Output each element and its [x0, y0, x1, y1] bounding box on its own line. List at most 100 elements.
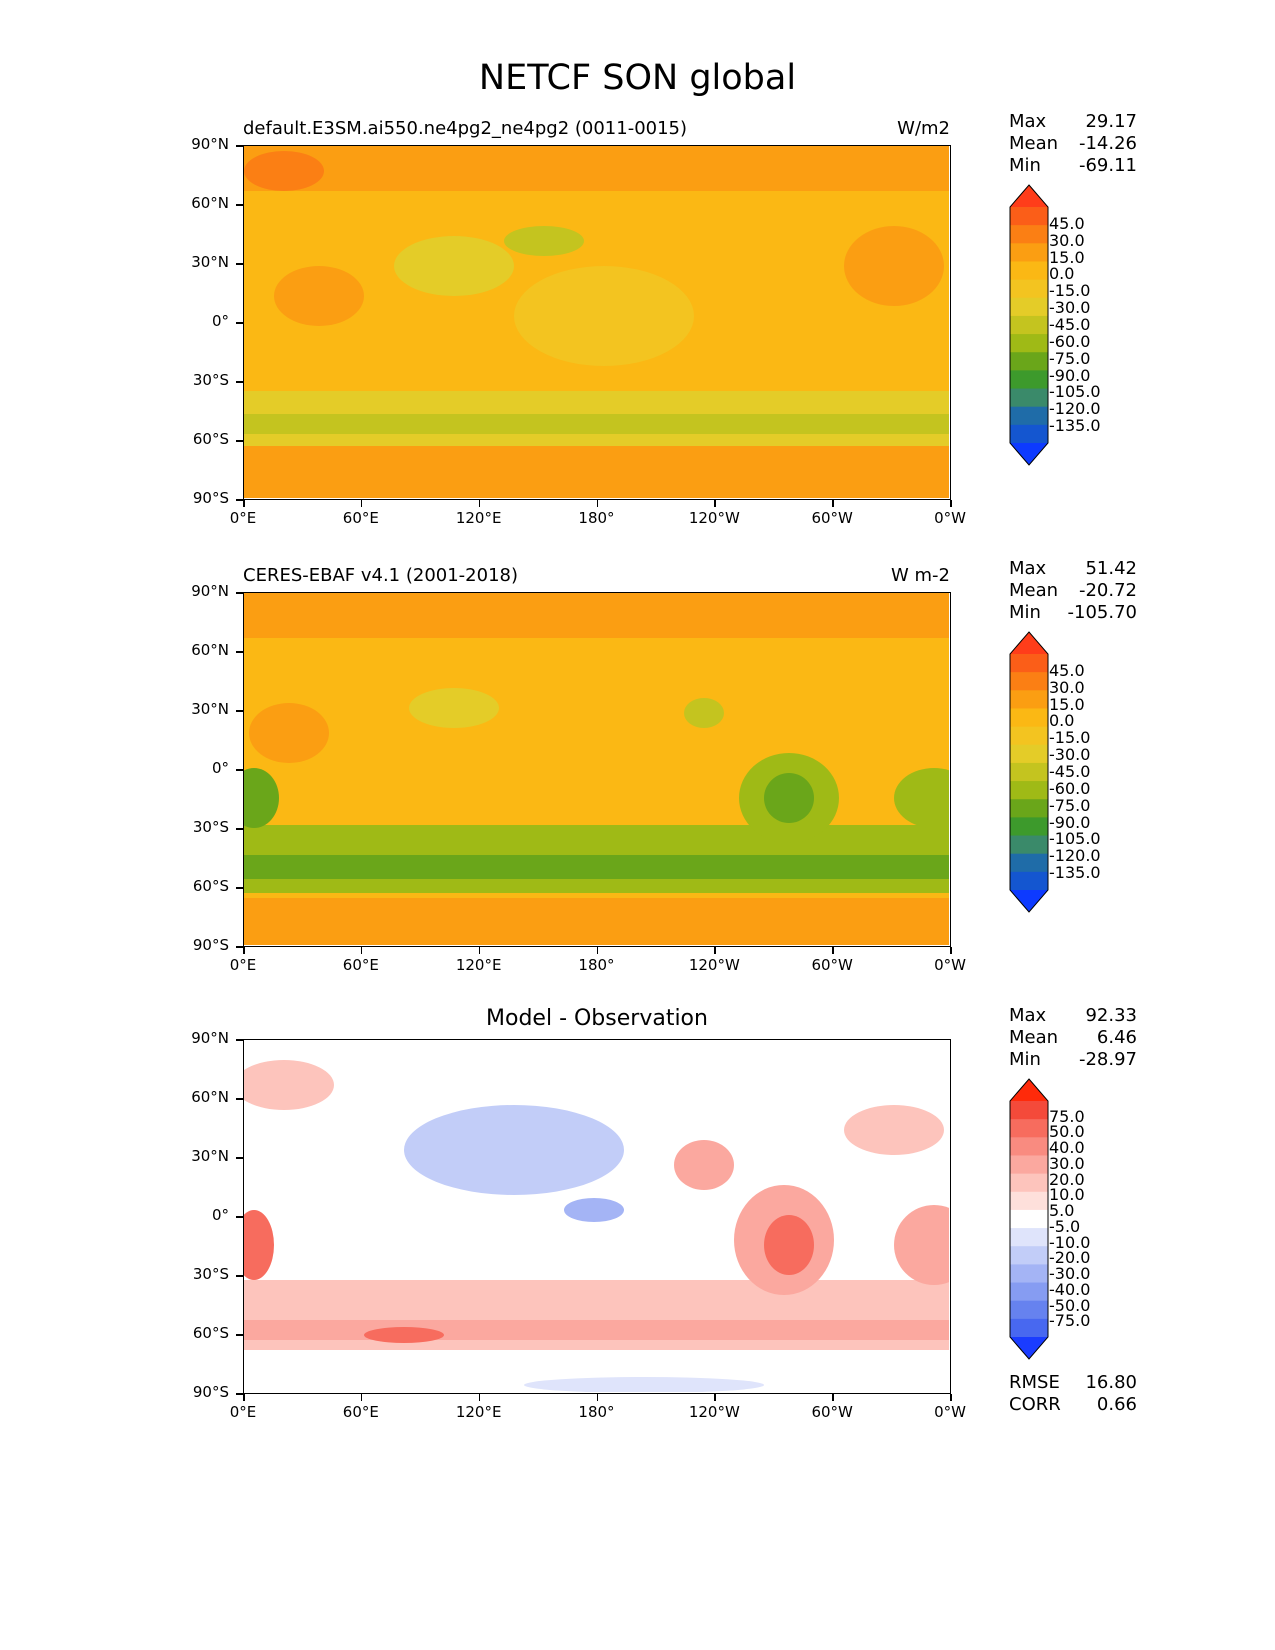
- panel1-field-eastasia: [394, 236, 514, 296]
- panel1-colorbar-label: -15.0: [1049, 281, 1091, 301]
- panel1-colorbar-label: 0.0: [1049, 264, 1075, 284]
- panel1-ytick-mark: [236, 381, 243, 383]
- panel2-min-value: -105.70: [1067, 602, 1137, 623]
- colorbar-segment: [1010, 1282, 1048, 1302]
- panel1-xtick-label: 60°W: [811, 509, 853, 527]
- panel2-map: [243, 592, 951, 947]
- panel2-colorbar-label: -75.0: [1049, 795, 1091, 815]
- panel2-field-antarctic: [244, 898, 949, 945]
- panel1-field-europe: [244, 151, 324, 191]
- panel1-colorbar-label: -105.0: [1049, 382, 1101, 402]
- panel3-xtick-label: 0°W: [934, 1403, 966, 1421]
- panel3-min-label: Min: [1009, 1049, 1041, 1070]
- panel2-xtick-mark: [596, 947, 598, 954]
- panel3-xtick-mark: [360, 1394, 363, 1401]
- panel2-ytick-label: 30°S: [192, 818, 229, 836]
- panel2-colorbar-label: 30.0: [1049, 677, 1085, 697]
- panel2-field-sahara: [249, 703, 329, 763]
- panel3-ytick-label: 60°N: [191, 1088, 229, 1106]
- panel1-ytick-mark: [236, 263, 243, 265]
- panel2-ytick-mark: [236, 887, 243, 889]
- colorbar-segment: [1010, 370, 1048, 390]
- colorbar-segment: [1010, 279, 1048, 299]
- colorbar-extend-bottom: [1010, 1337, 1048, 1359]
- panel1-colorbar-label: -135.0: [1049, 416, 1101, 436]
- colorbar-segment: [1010, 243, 1048, 262]
- panel3-mean-label: Mean: [1009, 1027, 1059, 1048]
- panel2-colorbar-svg: [1009, 631, 1049, 913]
- panel3-title: Model - Observation: [486, 1006, 708, 1031]
- panel2-colorbar-label: 45.0: [1049, 660, 1085, 680]
- panel2-title-right: W m-2: [890, 565, 950, 586]
- panel1-min-value: -69.11: [1078, 155, 1137, 176]
- panel2-xtick-label: 180°: [578, 956, 615, 974]
- panel3-colorbar-label: -30.0: [1049, 1264, 1091, 1284]
- panel3-colorbar-label: 10.0: [1049, 1185, 1085, 1205]
- panel3-field-california: [674, 1140, 734, 1190]
- panel3-ytick-label: 90°S: [192, 1383, 229, 1401]
- panel2-field-namibia: [894, 768, 949, 828]
- panel1-colorbar-label: -120.0: [1049, 399, 1101, 419]
- colorbar-segment: [1010, 744, 1048, 764]
- colorbar-segment: [1010, 297, 1048, 317]
- panel1-map: [243, 145, 951, 500]
- panel3-xtick-label: 120°E: [455, 1403, 502, 1421]
- colorbar-segment: [1010, 690, 1048, 709]
- panel3-colorbar-label: -20.0: [1049, 1248, 1091, 1268]
- colorbar-outline: [1009, 1078, 1049, 1360]
- panel3-ytick-mark: [236, 1098, 243, 1100]
- panel1-title-left: default.E3SM.ai550.ne4pg2_ne4pg2 (0011-0…: [243, 118, 688, 139]
- panel3-field-so-core: [364, 1327, 444, 1343]
- colorbar-segment: [1010, 835, 1048, 855]
- panel3-xtick-mark: [596, 1394, 598, 1401]
- panel3-max-label: Max: [1009, 1005, 1047, 1026]
- panel1-colorbar-label: 15.0: [1049, 247, 1085, 267]
- panel3-xtick-mark: [243, 1394, 245, 1401]
- colorbar-segment: [1010, 726, 1048, 746]
- colorbar-extend-top: [1010, 185, 1048, 207]
- colorbar-segment: [1010, 1101, 1048, 1120]
- panel2-xtick-mark: [714, 947, 716, 954]
- panel1-ytick-mark: [236, 440, 243, 442]
- panel2-ytick-label: 0°: [211, 759, 229, 777]
- panel1-xtick-label: 120°W: [688, 509, 740, 527]
- colorbar-segment: [1010, 207, 1048, 226]
- panel1-ytick-label: 0°: [211, 312, 229, 330]
- panel1-ytick-label: 90°N: [191, 135, 229, 153]
- panel3-colorbar-label: 75.0: [1049, 1106, 1085, 1126]
- panel2-field-california: [684, 698, 724, 728]
- panel1-colorbar-label: -60.0: [1049, 331, 1091, 351]
- panel1-ytick-label: 90°S: [192, 489, 229, 507]
- panel2-xtick-label: 0°W: [934, 956, 966, 974]
- colorbar-segment: [1010, 799, 1048, 818]
- panel3-colorbar: 75.0 50.0 40.0 30.0 20.0 10.0 5.0 -5.0 -10.0 -20.…: [1000, 1077, 1140, 1367]
- colorbar-segment: [1010, 853, 1048, 873]
- panel3-field-peru-core: [764, 1215, 814, 1275]
- colorbar-segment: [1010, 352, 1048, 371]
- panel3-ytick-mark: [236, 1275, 243, 1277]
- panel1-ytick-mark: [236, 499, 243, 501]
- colorbar-segment: [1010, 334, 1048, 353]
- panel1-ytick-label: 30°S: [192, 371, 229, 389]
- panel3-ytick-label: 0°: [211, 1206, 229, 1224]
- panel3-stats: Max 92.33 Mean 6.46 Min -28.97: [1009, 1005, 1137, 1071]
- panel1-xtick-mark: [832, 500, 834, 507]
- colorbar-extend-bottom: [1010, 443, 1048, 465]
- panel1-field-pacific: [514, 266, 694, 366]
- panel2-ytick-label: 90°N: [191, 582, 229, 600]
- panel3-field-antarctic-neg: [524, 1377, 764, 1392]
- panel1-colorbar-label: -45.0: [1049, 315, 1091, 334]
- panel1-title-right: W/m2: [897, 118, 950, 139]
- panel1-colorbar-label: 30.0: [1049, 230, 1085, 250]
- colorbar-outline: [1009, 631, 1049, 913]
- panel1-field-npacific: [504, 226, 584, 256]
- panel3-xtick-mark: [832, 1394, 834, 1401]
- panel2-colorbar-label: 15.0: [1049, 694, 1085, 714]
- panel2-colorbar-label: -135.0: [1049, 863, 1101, 883]
- panel1-colorbar-label: -30.0: [1049, 298, 1091, 318]
- panel2-mean-label: Mean: [1009, 580, 1059, 601]
- colorbar-extend-top: [1010, 1079, 1048, 1101]
- panel3-colorbar-label: 40.0: [1049, 1138, 1085, 1158]
- panel2-xtick-mark: [950, 947, 952, 954]
- panel2-colorbar-label: 0.0: [1049, 711, 1075, 731]
